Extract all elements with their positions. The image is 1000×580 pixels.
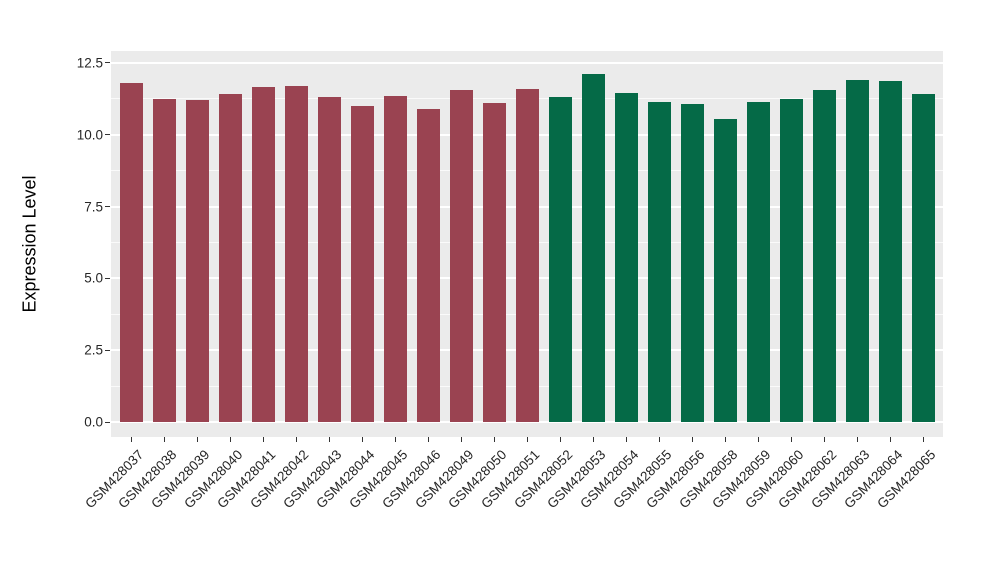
bar-GSM428060 <box>779 98 803 423</box>
x-tick-mark <box>691 437 693 442</box>
y-tick-label: 0.0 <box>84 414 103 430</box>
bar-GSM428054 <box>614 92 638 423</box>
y-tick-label: 5.0 <box>84 270 103 286</box>
y-tick-mark <box>105 277 110 279</box>
y-tick-mark <box>105 206 110 208</box>
x-tick-mark <box>625 437 627 442</box>
x-tick-mark <box>229 437 231 442</box>
x-tick-mark <box>427 437 429 442</box>
bar-GSM428038 <box>152 98 176 423</box>
bar-GSM428051 <box>515 88 539 423</box>
x-tick-mark <box>889 437 891 442</box>
x-tick-mark <box>856 437 858 442</box>
bar-GSM428063 <box>845 79 869 423</box>
bar-GSM428039 <box>185 100 209 423</box>
bar-GSM428064 <box>878 81 902 423</box>
x-tick-mark <box>559 437 561 442</box>
x-tick-mark <box>361 437 363 442</box>
x-tick-mark <box>757 437 759 442</box>
x-tick-mark <box>526 437 528 442</box>
x-tick-mark <box>130 437 132 442</box>
bar-GSM428043 <box>317 97 341 423</box>
x-tick-mark <box>460 437 462 442</box>
bar-GSM428059 <box>746 101 770 423</box>
y-tick-label: 10.0 <box>76 127 103 143</box>
bar-GSM428040 <box>218 94 242 423</box>
x-tick-mark <box>724 437 726 442</box>
y-major-gridline <box>111 421 943 424</box>
x-tick-mark <box>328 437 330 442</box>
bar-GSM428037 <box>119 82 143 423</box>
bar-GSM428058 <box>713 118 737 423</box>
x-tick-mark <box>295 437 297 442</box>
y-tick-mark <box>105 134 110 136</box>
y-major-gridline <box>111 61 943 64</box>
plot-panel <box>111 51 943 437</box>
y-tick-mark <box>105 62 110 64</box>
y-tick-mark <box>105 421 110 423</box>
bar-GSM428046 <box>416 108 440 423</box>
y-axis-title: Expression Level <box>19 175 40 313</box>
x-tick-mark <box>823 437 825 442</box>
x-tick-mark <box>163 437 165 442</box>
bar-GSM428056 <box>680 104 704 423</box>
bar-GSM428052 <box>548 97 572 423</box>
bar-GSM428050 <box>482 102 506 423</box>
y-tick-label: 12.5 <box>76 55 103 71</box>
x-tick-mark <box>394 437 396 442</box>
x-tick-mark <box>790 437 792 442</box>
x-tick-mark <box>592 437 594 442</box>
bar-GSM428041 <box>251 87 275 423</box>
x-tick-mark <box>658 437 660 442</box>
bar-GSM428062 <box>812 90 836 423</box>
bar-GSM428053 <box>581 74 605 423</box>
bar-GSM428049 <box>449 90 473 423</box>
x-tick-mark <box>196 437 198 442</box>
bar-GSM428044 <box>350 105 374 423</box>
x-tick-mark <box>262 437 264 442</box>
bar-GSM428042 <box>284 85 308 423</box>
y-tick-mark <box>105 349 110 351</box>
bar-GSM428065 <box>911 94 935 423</box>
y-tick-label: 2.5 <box>84 342 103 358</box>
bar-GSM428055 <box>647 101 671 423</box>
bar-GSM428045 <box>383 95 407 423</box>
y-tick-label: 7.5 <box>84 199 103 215</box>
x-tick-mark <box>922 437 924 442</box>
x-tick-mark <box>493 437 495 442</box>
